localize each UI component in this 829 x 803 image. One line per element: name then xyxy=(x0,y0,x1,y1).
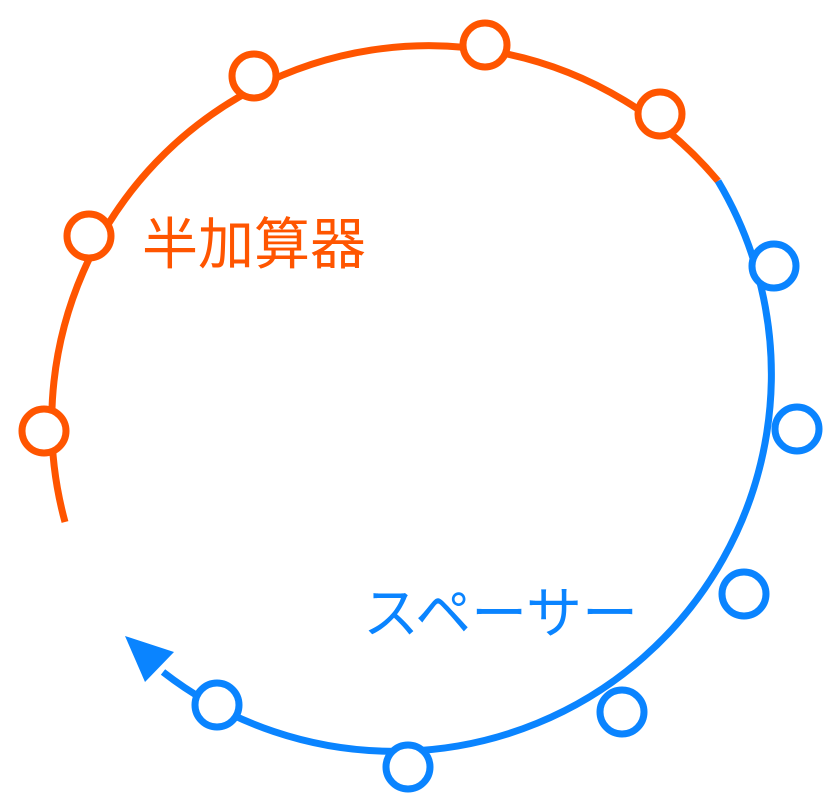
arrow-head-icon xyxy=(125,636,174,682)
node xyxy=(228,50,280,102)
spacer-arc xyxy=(160,179,775,755)
node xyxy=(18,405,70,457)
node xyxy=(63,210,115,262)
node xyxy=(771,403,823,455)
half-adder-nodes xyxy=(18,19,686,457)
spacer-nodes xyxy=(191,240,823,793)
node xyxy=(459,19,511,71)
node xyxy=(191,679,243,731)
node xyxy=(596,686,648,738)
node xyxy=(382,741,434,793)
node xyxy=(748,240,800,292)
half-adder-label: 半加算器 xyxy=(142,213,366,278)
half-adder-arc xyxy=(48,42,721,523)
node xyxy=(718,568,770,620)
node xyxy=(634,88,686,140)
spacer-label: スペーサー xyxy=(363,582,638,647)
